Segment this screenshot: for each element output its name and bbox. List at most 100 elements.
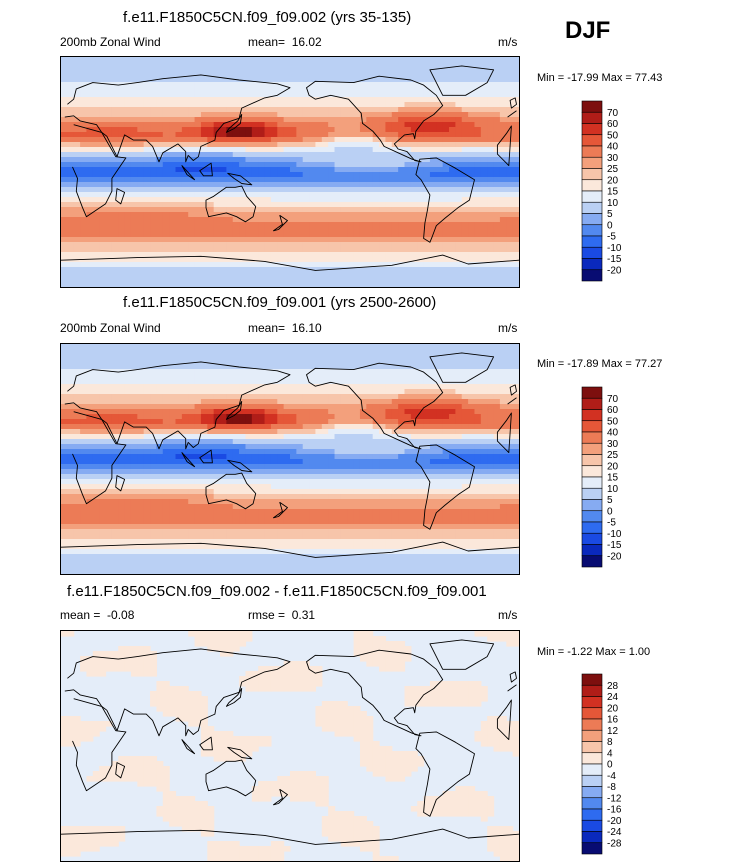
panel3-minmax: Min = -1.22 Max = 1.00 — [537, 646, 650, 658]
colorbar-tick-label: -5 — [607, 232, 616, 243]
colorbar-tick-label: -8 — [607, 782, 616, 793]
wind-field — [61, 57, 519, 287]
panel3-units: m/s — [498, 608, 518, 622]
colorbar-box — [581, 190, 603, 203]
colorbar-tick-label: -15 — [607, 540, 622, 551]
panel2-mean: mean= 16.10 — [248, 321, 322, 335]
panel1-max-label: Max = — [601, 72, 632, 84]
colorbar-box — [581, 544, 603, 557]
panel3-map — [60, 630, 520, 862]
colorbar-tick-label: 40 — [607, 142, 619, 153]
panel2-title: f.e11.F1850C5CN.f09_f09.001 (yrs 2500-26… — [123, 294, 437, 311]
colorbar-tick-label: 5 — [607, 209, 613, 220]
colorbar-box — [581, 386, 603, 399]
panel2-colorbar: 70 60 50 40 30 25 20 15 10 5 0 -5 -10 -15 -20 — [581, 386, 642, 577]
colorbar-tick-label: -5 — [607, 518, 616, 529]
panel3-mean: mean = -0.08 — [60, 608, 134, 622]
colorbar-box — [581, 465, 603, 478]
colorbar-box — [581, 521, 603, 534]
colorbar-box — [581, 409, 603, 422]
colorbar-tick-label: 30 — [607, 153, 619, 164]
colorbar-box — [581, 397, 603, 410]
colorbar-box — [581, 819, 603, 832]
panel1-max-value: 77.43 — [634, 72, 663, 84]
panel3-min-label: Min = — [537, 646, 565, 658]
colorbar-box — [581, 442, 603, 455]
panel2-mean-value: 16.10 — [291, 321, 322, 335]
colorbar-tick-label: 0 — [607, 220, 613, 231]
colorbar-tick-label: 28 — [607, 681, 619, 692]
colorbar-box — [581, 729, 603, 742]
panel2-mean-label: mean= — [248, 321, 286, 335]
colorbar-box — [581, 555, 603, 568]
panel3-max-value: 1.00 — [628, 646, 651, 658]
panel2-max-label: Max = — [601, 358, 632, 370]
panel1-units: m/s — [498, 35, 518, 49]
colorbar-box — [581, 696, 603, 709]
colorbar-tick-label: 20 — [607, 175, 619, 186]
colorbar-box — [581, 258, 603, 271]
colorbar-box — [581, 111, 603, 124]
colorbar-box — [581, 179, 603, 192]
colorbar-box — [581, 235, 603, 248]
colorbar-box — [581, 831, 603, 844]
colorbar-tick-label: -10 — [607, 243, 622, 254]
colorbar-tick-label: -20 — [607, 265, 622, 276]
season-label: DJF — [565, 17, 611, 44]
panel2-min-value: -17.89 — [567, 358, 599, 370]
panel3-mean-label: mean = — [60, 608, 101, 622]
panel3-rmse: rmse = 0.31 — [248, 608, 315, 622]
colorbar-box — [581, 786, 603, 799]
colorbar-tick-label: -20 — [607, 816, 622, 827]
panel1-map — [60, 56, 520, 288]
colorbar-box — [581, 168, 603, 181]
colorbar-tick-label: 50 — [607, 130, 619, 141]
colorbar-tick-label: 25 — [607, 164, 619, 175]
colorbar-box — [581, 123, 603, 136]
colorbar-box — [581, 797, 603, 810]
colorbar-tick-label: 15 — [607, 473, 619, 484]
continent-outlines — [61, 639, 519, 845]
panel3-rmse-value: 0.31 — [291, 608, 316, 622]
panel1-minmax: Min = -17.99 Max = 77.43 — [537, 72, 662, 84]
colorbar-tick-label: -10 — [607, 529, 622, 540]
colorbar-box — [581, 201, 603, 214]
panel3-colorbar: 28 24 20 16 12 8 4 0 -4 -8 -12 -16 -20 -24 -28 — [581, 673, 642, 864]
colorbar-tick-label: -12 — [607, 793, 622, 804]
colorbar-box — [581, 499, 603, 512]
panel2-variable: 200mb Zonal Wind — [60, 321, 161, 335]
colorbar-tick-label: 16 — [607, 715, 619, 726]
colorbar-box — [581, 842, 603, 855]
difference-field — [61, 631, 519, 861]
colorbar-box — [581, 510, 603, 523]
colorbar-box — [581, 752, 603, 765]
panel3-min-value: -1.22 — [567, 646, 593, 658]
colorbar-tick-label: 5 — [607, 495, 613, 506]
colorbar-box — [581, 134, 603, 147]
colorbar-tick-label: -4 — [607, 771, 616, 782]
colorbar-box — [581, 718, 603, 731]
colorbar-tick-label: -24 — [607, 827, 622, 838]
wind-field — [61, 344, 519, 574]
colorbar-tick-label: 4 — [607, 748, 613, 759]
colorbar-tick-label: 0 — [607, 506, 613, 517]
colorbar-tick-label: 30 — [607, 439, 619, 450]
colorbar-box — [581, 156, 603, 169]
continent-outlines — [61, 65, 519, 271]
colorbar-box — [581, 224, 603, 237]
panel1-mean-value: 16.02 — [291, 35, 322, 49]
colorbar-tick-label: 20 — [607, 461, 619, 472]
colorbar-tick-label: 10 — [607, 198, 619, 209]
colorbar-tick-label: 50 — [607, 416, 619, 427]
colorbar-tick-label: -20 — [607, 551, 622, 562]
colorbar-tick-label: 20 — [607, 703, 619, 714]
colorbar-tick-label: 40 — [607, 428, 619, 439]
panel3-mean-value: -0.08 — [107, 608, 135, 622]
colorbar-box — [581, 532, 603, 545]
colorbar-box — [581, 487, 603, 500]
colorbar-tick-label: 12 — [607, 726, 619, 737]
panel2-max-value: 77.27 — [634, 358, 663, 370]
colorbar-tick-label: 70 — [607, 394, 619, 405]
colorbar-box — [581, 476, 603, 489]
panel1-mean-label: mean= — [248, 35, 286, 49]
